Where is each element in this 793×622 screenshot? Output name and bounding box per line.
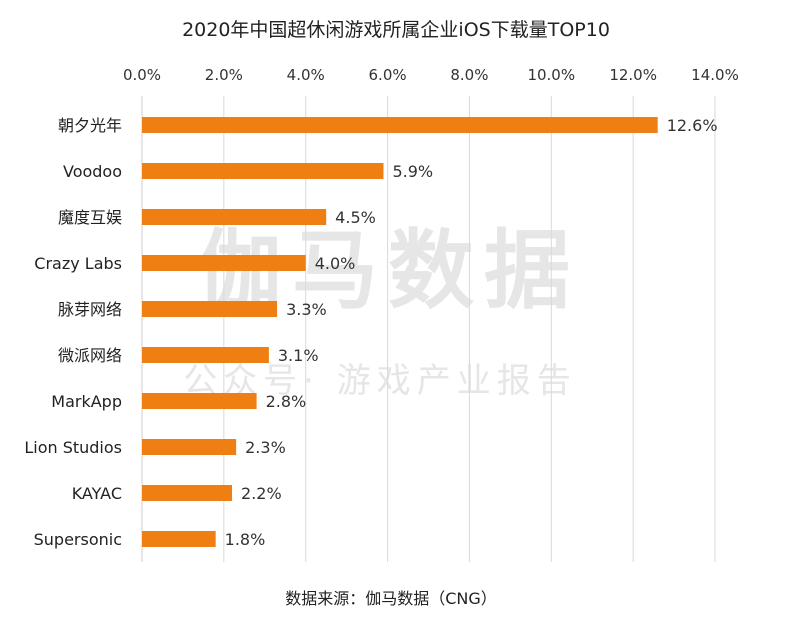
x-tick-label: 8.0% bbox=[450, 66, 488, 84]
category-label: Voodoo bbox=[63, 162, 122, 181]
x-tick-label: 6.0% bbox=[369, 66, 407, 84]
value-label: 5.9% bbox=[392, 162, 433, 181]
category-label: 朝夕光年 bbox=[58, 116, 122, 135]
value-label: 12.6% bbox=[667, 116, 718, 135]
x-axis-ticks: 0.0% 2.0% 4.0% 6.0% 8.0% 10.0% 12.0% 14.0% bbox=[123, 66, 739, 84]
bar bbox=[142, 301, 278, 317]
value-labels: 12.6% 5.9% 4.5% 4.0% 3.3% 3.1% 2.8% 2.3% 2.2% 1.8… bbox=[225, 116, 718, 549]
x-tick-label: 0.0% bbox=[123, 66, 161, 84]
category-label: 魔度互娱 bbox=[58, 208, 122, 227]
category-label: Crazy Labs bbox=[34, 254, 122, 273]
source-note: 数据来源：伽马数据（CNG） bbox=[285, 589, 497, 608]
bar bbox=[142, 255, 306, 271]
bar bbox=[142, 209, 327, 225]
value-label: 3.1% bbox=[278, 346, 319, 365]
bar bbox=[142, 439, 237, 455]
x-tick-label: 14.0% bbox=[691, 66, 739, 84]
gridlines bbox=[141, 96, 716, 562]
bar bbox=[142, 117, 658, 133]
bar bbox=[142, 393, 257, 409]
bar bbox=[142, 163, 384, 179]
category-label: 微派网络 bbox=[58, 346, 122, 365]
value-label: 2.2% bbox=[241, 484, 282, 503]
value-label: 1.8% bbox=[225, 530, 266, 549]
bars bbox=[142, 117, 658, 547]
value-label: 2.3% bbox=[245, 438, 286, 457]
chart-title: 2020年中国超休闲游戏所属企业iOS下载量TOP10 bbox=[182, 19, 610, 41]
bar bbox=[142, 531, 216, 547]
category-label: Lion Studios bbox=[24, 438, 122, 457]
category-label: KAYAC bbox=[72, 484, 122, 503]
value-label: 3.3% bbox=[286, 300, 327, 319]
value-label: 4.0% bbox=[315, 254, 356, 273]
x-tick-label: 2.0% bbox=[205, 66, 243, 84]
value-label: 2.8% bbox=[266, 392, 307, 411]
category-label: MarkApp bbox=[51, 392, 122, 411]
x-tick-label: 4.0% bbox=[287, 66, 325, 84]
value-label: 4.5% bbox=[335, 208, 376, 227]
category-label: 脉芽网络 bbox=[58, 300, 122, 319]
x-tick-label: 12.0% bbox=[609, 66, 657, 84]
category-label: Supersonic bbox=[34, 530, 122, 549]
bar bbox=[142, 347, 269, 363]
bar bbox=[142, 485, 233, 501]
x-tick-label: 10.0% bbox=[527, 66, 575, 84]
